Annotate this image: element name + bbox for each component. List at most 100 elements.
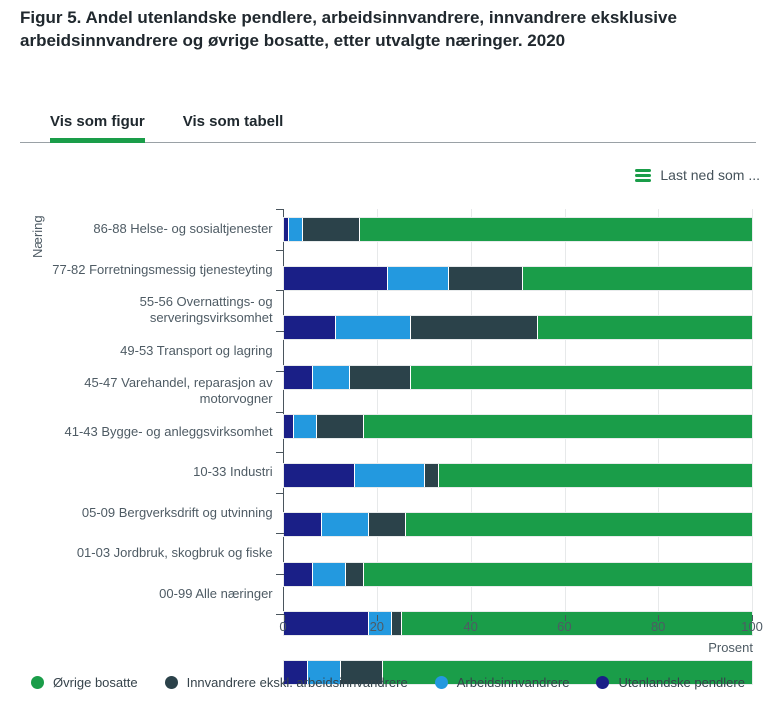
category-label-41-43-bygge-og-anleggsvirksomhet: 41-43 Bygge- og anleggsvirksomhet xyxy=(64,423,273,439)
legend-dot-icon xyxy=(31,676,45,689)
bar-segment-innvandrere-ekskl-arbeidsinnvandrere[interactable] xyxy=(339,661,382,684)
x-axis-tick xyxy=(470,615,472,621)
gridline xyxy=(658,209,660,614)
stacked-bar xyxy=(282,512,754,538)
category-labels-column: 86-88 Helse- og sosialtjenester 77-82 For… xyxy=(20,209,283,614)
legend-label: Øvrige bosatte xyxy=(53,675,138,690)
download-label: Last ned som ... xyxy=(660,167,760,183)
x-axis-tick-label: 80 xyxy=(650,619,666,634)
bar-segment-arbeidsinnvandrere[interactable] xyxy=(335,316,411,340)
bar-segment-utenlandske-pendlere[interactable] xyxy=(283,611,368,635)
bar-segment-utenlandske-pendlere[interactable] xyxy=(283,513,322,537)
bar-segment-utenlandske-pendlere[interactable] xyxy=(283,464,354,487)
x-axis-tick xyxy=(564,615,566,621)
bar-segment-innvandrere-ekskl-arbeidsinnvandrere[interactable] xyxy=(302,217,359,241)
bar-segment-innvandrere-ekskl-arbeidsinnvandrere[interactable] xyxy=(410,316,537,340)
bar-row-00-99-alle-næringer xyxy=(282,660,754,702)
gridline xyxy=(752,209,753,614)
gridline xyxy=(564,209,566,614)
figure-title: Figur 5. Andel utenlandske pendlere, arb… xyxy=(20,8,677,50)
x-axis-tick-labels: 0 20 40 60 80 100 xyxy=(279,619,762,635)
bar-segment-arbeidsinnvandrere[interactable] xyxy=(367,611,392,635)
stacked-bar xyxy=(282,561,754,587)
bar-row-45-47-varehandel-reparasjon-av-motorvogner xyxy=(282,413,754,456)
bar-segment-øvrige-bosatte[interactable] xyxy=(363,414,752,438)
category-label-05-09-bergverksdrift-og-utvinning: 05-09 Bergverksdrift og utvinning xyxy=(81,504,273,520)
download-button[interactable]: Last ned som ... xyxy=(635,167,760,183)
bar-segment-øvrige-bosatte[interactable] xyxy=(400,611,752,635)
bar-segment-øvrige-bosatte[interactable] xyxy=(536,316,752,340)
bar-segment-øvrige-bosatte[interactable] xyxy=(410,365,752,389)
legend-item-utenlandske-pendlere[interactable]: Utenlandske pendlere xyxy=(596,675,745,690)
stacked-bar xyxy=(282,413,754,439)
bar-segment-øvrige-bosatte[interactable] xyxy=(405,513,752,537)
stacked-bar xyxy=(282,364,754,390)
bar-segment-øvrige-bosatte[interactable] xyxy=(522,267,752,290)
bar-segment-innvandrere-ekskl-arbeidsinnvandrere[interactable] xyxy=(344,562,364,586)
bar-segment-innvandrere-ekskl-arbeidsinnvandrere[interactable] xyxy=(349,365,411,389)
bar-segment-arbeidsinnvandrere[interactable] xyxy=(311,562,345,586)
stacked-bar xyxy=(282,463,754,488)
legend-item-innvandrere-ekskl-arbeidsinnvandrere[interactable]: Innvandrere ekskl. arbeidsinnvandrere xyxy=(164,675,408,690)
bar-segment-utenlandske-pendlere[interactable] xyxy=(283,267,387,290)
bar-rows xyxy=(282,209,754,685)
legend-item-øvrige-bosatte[interactable]: Øvrige bosatte xyxy=(31,675,138,690)
bar-row-86-88-helse-og-sosialtjenester xyxy=(282,216,754,259)
category-label-00-99-alle-næringer: 00-99 Alle næringer xyxy=(159,585,273,601)
x-axis-tick xyxy=(377,615,379,621)
stacked-bar xyxy=(282,216,754,242)
x-axis-tick-label: 40 xyxy=(463,619,478,634)
bar-chart: 86-88 Helse- og sosialtjenester 77-82 For… xyxy=(20,209,754,685)
legend: Øvrige bosatte Innvandrere ekskl. arbeids… xyxy=(0,675,776,690)
legend-label: Innvandrere ekskl. arbeidsinnvandrere xyxy=(186,675,408,690)
y-axis-tick xyxy=(275,614,284,615)
bar-segment-arbeidsinnvandrere[interactable] xyxy=(311,365,350,389)
bar-row-49-53-transport-og-lagring xyxy=(282,364,754,407)
gridline xyxy=(377,209,379,614)
x-axis-title: Prosent xyxy=(708,640,753,655)
category-label-86-88-helse-og-sosialtjenester: 86-88 Helse- og sosialtjenester xyxy=(93,221,273,237)
bar-segment-arbeidsinnvandrere[interactable] xyxy=(353,464,425,487)
bar-segment-utenlandske-pendlere[interactable] xyxy=(283,217,289,241)
bar-segment-arbeidsinnvandrere[interactable] xyxy=(288,217,303,241)
bar-segment-arbeidsinnvandrere[interactable] xyxy=(386,267,448,290)
bar-segment-øvrige-bosatte[interactable] xyxy=(438,464,752,487)
bar-segment-utenlandske-pendlere[interactable] xyxy=(283,661,308,684)
bar-row-10-33-industri xyxy=(282,512,754,554)
y-axis-tick xyxy=(275,330,284,332)
bar-segment-innvandrere-ekskl-arbeidsinnvandrere[interactable] xyxy=(424,464,439,487)
legend-dot-icon xyxy=(596,676,610,689)
bar-segment-arbeidsinnvandrere[interactable] xyxy=(321,513,368,537)
bar-segment-øvrige-bosatte[interactable] xyxy=(381,661,752,684)
bar-segment-innvandrere-ekskl-arbeidsinnvandrere[interactable] xyxy=(316,414,364,438)
bar-segment-innvandrere-ekskl-arbeidsinnvandrere[interactable] xyxy=(447,267,523,290)
bar-segment-utenlandske-pendlere[interactable] xyxy=(283,562,312,586)
y-axis-tick xyxy=(275,249,284,251)
tab-bar: Vis som figur Vis som tabell xyxy=(20,113,756,143)
bar-segment-utenlandske-pendlere[interactable] xyxy=(283,414,293,438)
x-axis-tick-label: 0 xyxy=(279,619,287,634)
bar-segment-arbeidsinnvandrere[interactable] xyxy=(307,661,340,684)
y-axis-tick xyxy=(275,290,284,291)
bar-segment-øvrige-bosatte[interactable] xyxy=(363,562,752,586)
x-axis-tick-label: 60 xyxy=(557,619,572,634)
legend-dot-icon xyxy=(434,676,448,689)
bar-row-01-03-jordbruk-skogbruk-og-fiske xyxy=(282,610,754,653)
bar-segment-arbeidsinnvandrere[interactable] xyxy=(293,414,317,438)
tab-vis-som-figur[interactable]: Vis som figur xyxy=(50,113,145,143)
stacked-bar xyxy=(282,315,754,341)
legend-item-arbeidsinnvandrere[interactable]: Arbeidsinnvandrere xyxy=(434,675,569,690)
bar-segment-innvandrere-ekskl-arbeidsinnvandrere[interactable] xyxy=(391,611,401,635)
category-label-77-82-forretningsmessig-tjenesteyting: 77-82 Forretningsmessig tjenesteyting xyxy=(52,261,273,277)
bar-row-41-43-bygge-og-anleggsvirksomhet xyxy=(282,463,754,505)
y-axis-tick xyxy=(275,371,284,372)
x-axis-tick xyxy=(283,615,285,621)
bar-segment-utenlandske-pendlere[interactable] xyxy=(283,365,312,389)
bar-segment-øvrige-bosatte[interactable] xyxy=(358,217,752,241)
bar-segment-utenlandske-pendlere[interactable] xyxy=(283,316,336,340)
x-axis-tick xyxy=(658,615,660,621)
bar-row-55-56-overnattings-og-serveringsvirksomhet xyxy=(282,315,754,357)
bar-segment-innvandrere-ekskl-arbeidsinnvandrere[interactable] xyxy=(367,513,406,537)
category-label-49-53-transport-og-lagring: 49-53 Transport og lagring xyxy=(120,342,273,358)
tab-vis-som-tabell[interactable]: Vis som tabell xyxy=(182,113,284,130)
